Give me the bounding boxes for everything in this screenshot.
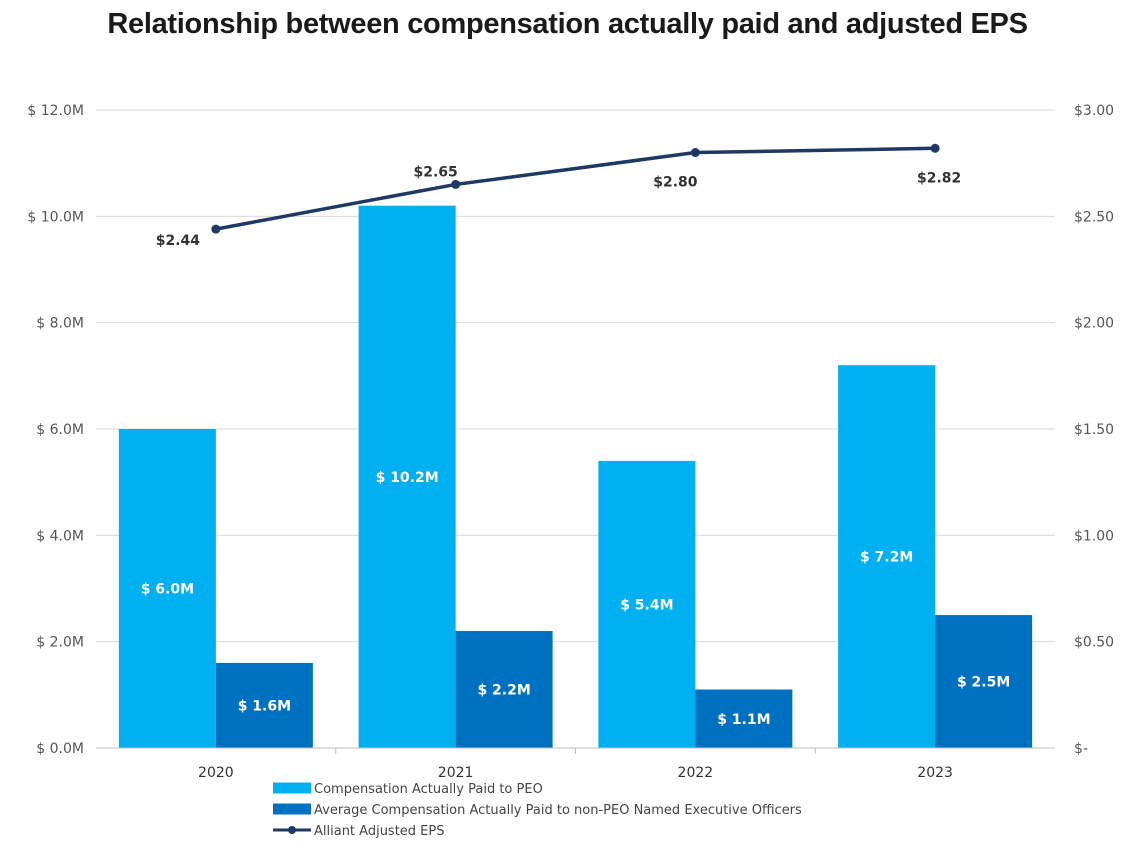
bars: $ 6.0M $ 1.6M $ 10.2M $ 2.2M $ 5.4M $ 1.1M $ 7…: [118, 205, 1033, 748]
eps-data-label: $2.65: [413, 164, 457, 180]
left-axis: $ 0.0M $ 2.0M $ 4.0M $ 6.0M $ 8.0M $ 10.0M $ 1…: [27, 103, 84, 757]
right-axis-tick-label: $-: [1074, 741, 1088, 757]
eps-line-path: [215, 146, 936, 231]
right-axis: $- $0.50 $1.00 $1.50 $2.00 $2.50 $3.00: [1074, 103, 1114, 757]
left-axis-tick-label: $ 8.0M: [36, 316, 84, 332]
eps-point-2023: [930, 143, 940, 153]
right-axis-tick-label: $1.50: [1074, 422, 1114, 438]
bar-peo-2022: [598, 460, 696, 748]
legend-label: Compensation Actually Paid to PEO: [314, 782, 543, 797]
bar-non-peo-2023: [935, 615, 1033, 748]
chart-title: Relationship between compensation actual…: [107, 8, 1028, 40]
bar-data-label: $ 1.6M: [238, 698, 291, 714]
bar-non-peo-2021: [455, 631, 553, 748]
eps-point-2020: [211, 224, 221, 234]
bar-data-label: $ 6.0M: [141, 582, 194, 598]
legend: Compensation Actually Paid to PEO Average…: [273, 782, 802, 839]
gridlines: [96, 109, 1055, 643]
legend-label: Alliant Adjusted EPS: [314, 824, 445, 839]
left-axis-tick-label: $ 0.0M: [36, 741, 84, 757]
legend-label: Average Compensation Actually Paid to no…: [314, 803, 802, 818]
left-axis-tick-label: $ 2.0M: [36, 635, 84, 651]
bar-peo-2020: [118, 429, 216, 748]
left-axis-tick-label: $ 10.0M: [27, 209, 84, 225]
category-label-2022: 2022: [678, 765, 714, 781]
bar-non-peo-2020: [215, 662, 313, 748]
bar-non-peo-2022: [695, 689, 793, 748]
category-label-2023: 2023: [917, 765, 953, 781]
legend-swatch: [273, 803, 311, 815]
left-axis-tick-label: $ 6.0M: [36, 422, 84, 438]
eps-line: $2.44 $2.65 $2.80 $2.82: [156, 143, 961, 249]
right-axis-tick-label: $3.00: [1074, 103, 1114, 119]
eps-data-label: $2.82: [917, 170, 961, 186]
eps-point-2022: [690, 148, 700, 158]
bar-data-label: $ 2.5M: [957, 675, 1010, 691]
right-axis-tick-label: $2.50: [1074, 209, 1114, 225]
bar-peo-2021: [358, 205, 456, 748]
right-axis-tick-label: $0.50: [1074, 635, 1114, 651]
left-axis-tick-label: $ 12.0M: [27, 103, 84, 119]
category-label-2021: 2021: [438, 765, 474, 781]
eps-data-label: $2.44: [156, 233, 201, 249]
bar-data-label: $ 2.2M: [477, 683, 530, 699]
right-axis-tick-label: $2.00: [1074, 316, 1114, 332]
bar-data-label: $ 5.4M: [620, 597, 673, 613]
legend-marker: [288, 826, 296, 834]
eps-data-label: $2.80: [653, 175, 698, 191]
bar-data-label: $ 7.2M: [860, 550, 913, 566]
left-axis-tick-label: $ 4.0M: [36, 528, 84, 544]
bar-data-label: $ 1.1M: [717, 712, 770, 728]
eps-point-2021: [451, 179, 461, 189]
right-axis-tick-label: $1.00: [1074, 528, 1114, 544]
bar-data-label: $ 10.2M: [376, 470, 439, 486]
category-axis: 2020 2021 2022 2023: [96, 747, 1055, 781]
bar-peo-2023: [838, 365, 936, 748]
category-label-2020: 2020: [198, 765, 234, 781]
legend-swatch: [273, 782, 311, 794]
